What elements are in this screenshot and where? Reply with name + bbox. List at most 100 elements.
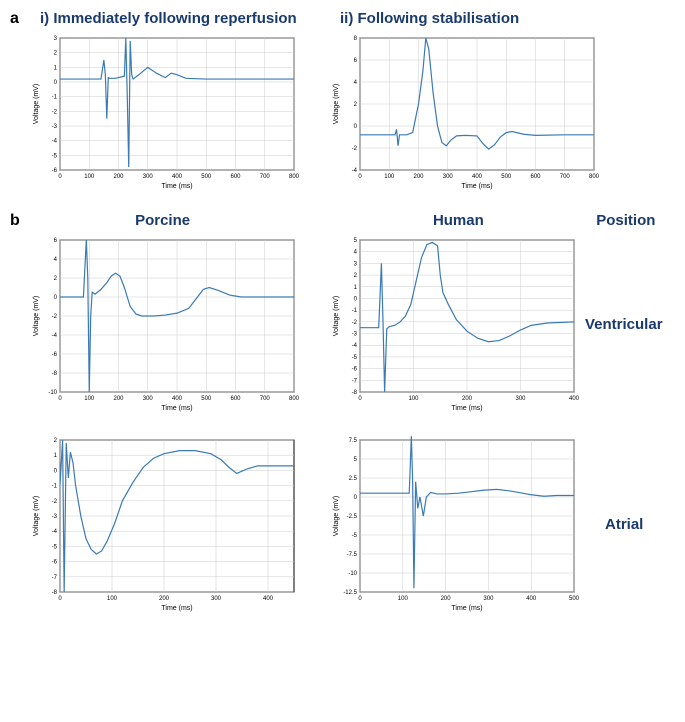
svg-text:Voltage (mV): Voltage (mV) (333, 496, 340, 536)
svg-text:100: 100 (107, 596, 118, 602)
svg-text:6: 6 (354, 58, 358, 64)
svg-text:Voltage (mV): Voltage (mV) (333, 296, 340, 336)
svg-text:700: 700 (260, 396, 271, 402)
svg-text:-4: -4 (352, 168, 358, 174)
svg-text:0: 0 (58, 396, 62, 402)
svg-text:-2: -2 (352, 146, 358, 152)
svg-text:4: 4 (354, 250, 358, 256)
svg-text:Voltage (mV): Voltage (mV) (333, 84, 340, 124)
svg-text:4: 4 (354, 80, 358, 86)
svg-text:Time (ms): Time (ms) (161, 605, 192, 612)
svg-text:-5: -5 (52, 544, 58, 550)
svg-text:5: 5 (354, 238, 358, 244)
row-atrial: Atrial (605, 516, 643, 533)
svg-text:-8: -8 (52, 371, 58, 377)
svg-text:Time (ms): Time (ms) (161, 405, 192, 412)
svg-text:-10: -10 (48, 390, 57, 396)
svg-text:-7: -7 (52, 575, 58, 581)
svg-text:-6: -6 (52, 560, 58, 566)
svg-text:Time (ms): Time (ms) (161, 183, 192, 190)
section-label-a: a (10, 10, 30, 28)
svg-text:-1: -1 (352, 308, 358, 314)
svg-text:-6: -6 (52, 352, 58, 358)
svg-text:3: 3 (54, 36, 58, 42)
svg-text:-8: -8 (352, 390, 358, 396)
svg-text:0: 0 (54, 80, 58, 86)
svg-text:0: 0 (354, 495, 358, 501)
svg-text:8: 8 (354, 36, 358, 42)
title-a-ii: ii) Following stabilisation (340, 10, 519, 27)
svg-text:400: 400 (472, 174, 483, 180)
svg-text:2: 2 (354, 102, 358, 108)
col-porcine: Porcine (135, 212, 190, 229)
svg-text:0: 0 (358, 174, 362, 180)
svg-text:Voltage (mV): Voltage (mV) (33, 84, 40, 124)
svg-text:400: 400 (172, 396, 183, 402)
svg-text:300: 300 (483, 596, 494, 602)
svg-text:-6: -6 (52, 168, 58, 174)
svg-text:-4: -4 (52, 333, 58, 339)
svg-text:-7: -7 (352, 378, 358, 384)
svg-text:-7.5: -7.5 (347, 552, 358, 558)
svg-text:0: 0 (54, 295, 58, 301)
svg-text:300: 300 (211, 596, 222, 602)
svg-text:-8: -8 (52, 590, 58, 596)
svg-text:300: 300 (143, 396, 154, 402)
title-a-i: i) Immediately following reperfusion (40, 10, 320, 27)
svg-text:-1: -1 (52, 95, 58, 101)
svg-text:700: 700 (260, 174, 271, 180)
svg-text:400: 400 (526, 596, 537, 602)
svg-text:-5: -5 (52, 153, 58, 159)
svg-text:0: 0 (358, 596, 362, 602)
svg-text:-3: -3 (52, 514, 58, 520)
svg-text:0: 0 (58, 174, 62, 180)
svg-text:2.5: 2.5 (349, 476, 358, 482)
svg-text:500: 500 (201, 396, 212, 402)
chart-a-i: 0100200300400500600700800-6-5-4-3-2-1012… (30, 32, 300, 192)
svg-text:0: 0 (354, 124, 358, 130)
svg-text:2: 2 (54, 51, 58, 57)
svg-text:Voltage (mV): Voltage (mV) (33, 496, 40, 536)
svg-text:500: 500 (569, 596, 580, 602)
col-human: Human (433, 212, 484, 229)
svg-text:300: 300 (515, 396, 526, 402)
svg-text:400: 400 (172, 174, 183, 180)
svg-text:3: 3 (354, 261, 358, 267)
svg-text:200: 200 (413, 174, 424, 180)
svg-text:Voltage (mV): Voltage (mV) (33, 296, 40, 336)
chart-b-porcine-a: 0100200300400-8-7-6-5-4-3-2-1012Time (ms… (30, 434, 300, 614)
svg-text:1: 1 (354, 285, 358, 291)
svg-text:200: 200 (462, 396, 473, 402)
svg-text:-10: -10 (348, 571, 357, 577)
chart-b-human-a: 0100200300400500-12.5-10-7.5-5-2.502.557… (330, 434, 580, 614)
svg-text:800: 800 (589, 174, 600, 180)
col-position: Position (596, 212, 655, 229)
svg-text:-4: -4 (52, 139, 58, 145)
svg-text:-2: -2 (52, 314, 58, 320)
svg-text:100: 100 (84, 174, 95, 180)
svg-text:500: 500 (501, 174, 512, 180)
svg-text:-2.5: -2.5 (347, 514, 358, 520)
svg-text:100: 100 (84, 396, 95, 402)
svg-text:6: 6 (54, 238, 58, 244)
svg-text:1: 1 (54, 65, 58, 71)
svg-text:300: 300 (443, 174, 454, 180)
svg-text:Time (ms): Time (ms) (461, 183, 492, 190)
svg-text:1: 1 (54, 453, 58, 459)
svg-text:800: 800 (289, 174, 300, 180)
svg-text:-3: -3 (352, 332, 358, 338)
svg-text:-2: -2 (52, 499, 58, 505)
svg-text:200: 200 (441, 596, 452, 602)
svg-text:200: 200 (113, 174, 124, 180)
svg-text:500: 500 (201, 174, 212, 180)
svg-text:-5: -5 (352, 355, 358, 361)
svg-text:-3: -3 (52, 124, 58, 130)
svg-text:-5: -5 (352, 533, 358, 539)
svg-text:Time (ms): Time (ms) (451, 405, 482, 412)
svg-text:600: 600 (230, 396, 241, 402)
svg-text:-2: -2 (52, 109, 58, 115)
svg-text:100: 100 (384, 174, 395, 180)
svg-text:0: 0 (354, 296, 358, 302)
chart-b-porcine-v: 0100200300400500600700800-10-8-6-4-20246… (30, 234, 300, 414)
svg-text:400: 400 (263, 596, 274, 602)
